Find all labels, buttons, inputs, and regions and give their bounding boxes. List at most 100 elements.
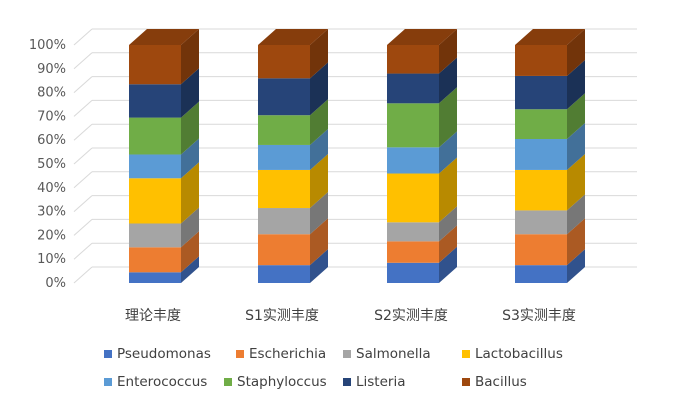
gridline-diagonal xyxy=(73,266,93,284)
legend-swatch xyxy=(104,378,112,386)
bar-stack xyxy=(258,29,328,283)
legend-swatch xyxy=(462,378,470,386)
bar-top xyxy=(515,29,585,45)
legend-row-1: Pseudomonas Escherichia Salmonella Lactobac… xyxy=(0,346,678,366)
bar-segment-side xyxy=(439,131,457,174)
legend-item-staphyloccus: Staphyloccus xyxy=(224,374,327,390)
bar-segment-side xyxy=(567,153,585,211)
bar-segment-enterococcus xyxy=(258,144,310,170)
y-tick-label: 90% xyxy=(37,62,66,77)
bar-segment-side xyxy=(181,256,199,283)
bar-segment-escherichia xyxy=(387,241,439,263)
bar-segment-pseudomonas xyxy=(129,272,181,283)
gridline-diagonal xyxy=(73,219,93,236)
legend-item-lactobacillus: Lactobacillus xyxy=(462,346,563,362)
bar-top xyxy=(258,29,328,45)
bar-segment-side xyxy=(310,62,328,116)
bar-segment-enterococcus xyxy=(129,154,181,179)
bars xyxy=(129,29,585,283)
legend-label: Lactobacillus xyxy=(475,346,563,362)
bar-segment-salmonella xyxy=(387,222,439,242)
bar-segment-side xyxy=(310,249,328,283)
bar-segment-side xyxy=(181,138,199,179)
legend-item-listeria: Listeria xyxy=(343,374,405,390)
bar-segment-side xyxy=(310,192,328,235)
y-axis-tick-labels: 0% 10% 20% 30% 40% 50% 60% 70% 80% 90% 100% xyxy=(29,38,66,291)
bar-segment-bacillus xyxy=(258,45,310,79)
gridline-diagonal xyxy=(73,28,93,46)
legend-swatch xyxy=(343,350,351,358)
bar-segment-side xyxy=(181,68,199,118)
legend-label: Pseudomonas xyxy=(117,346,211,362)
bar-segment-side xyxy=(439,87,457,148)
y-tick-label: 30% xyxy=(37,205,66,220)
legend-swatch xyxy=(462,350,470,358)
legend-label: Salmonella xyxy=(356,346,431,362)
bar-segment-side xyxy=(310,218,328,266)
bar-segment-side xyxy=(439,225,457,263)
bar-segment-listeria xyxy=(258,78,310,116)
y-tick-label: 0% xyxy=(45,276,66,291)
bar-segment-escherichia xyxy=(258,234,310,266)
bar-segment-side xyxy=(567,59,585,110)
bar-segment-side xyxy=(181,29,199,85)
gridline-diagonal xyxy=(73,195,93,212)
y-tick-label: 40% xyxy=(37,181,66,196)
bar-segment-escherichia xyxy=(515,234,567,266)
bar-segment-pseudomonas xyxy=(387,262,439,283)
bar-segment-side xyxy=(567,249,585,283)
bar-segment-listeria xyxy=(387,73,439,104)
bar-segment-bacillus xyxy=(387,45,439,74)
bar-segment-side xyxy=(310,99,328,145)
bar-segment-side xyxy=(439,57,457,104)
bar-segment-side xyxy=(567,218,585,266)
y-tick-label: 100% xyxy=(29,38,66,53)
bar-segment-enterococcus xyxy=(515,139,567,170)
bar-top xyxy=(129,29,199,45)
bar-segment-side xyxy=(310,128,328,170)
bar-segment-bacillus xyxy=(515,45,567,76)
bar-segment-escherichia xyxy=(129,247,181,273)
bar-segment-salmonella xyxy=(129,223,181,248)
bar-segment-lactobacillus xyxy=(515,169,567,211)
x-category-label: S2实测丰度 xyxy=(374,308,448,324)
legend-label: Listeria xyxy=(356,374,406,390)
legend-swatch xyxy=(224,378,232,386)
bar-segment-listeria xyxy=(129,84,181,118)
legend-item-pseudomonas: Pseudomonas xyxy=(104,346,211,362)
legend-label: Escherichia xyxy=(249,346,327,362)
gridline-diagonal xyxy=(73,100,93,117)
bar-top xyxy=(387,29,457,45)
bar-segment-staphyloccus xyxy=(515,109,567,140)
legend-swatch xyxy=(104,350,112,358)
legend-label: Bacillus xyxy=(475,374,527,390)
bar-segment-side xyxy=(567,29,585,76)
bar-segment-side xyxy=(181,231,199,273)
bar-segment-side xyxy=(439,246,457,283)
bar-segment-side xyxy=(181,207,199,248)
bar-segment-salmonella xyxy=(515,210,567,235)
bar-segment-staphyloccus xyxy=(129,117,181,155)
bar-segment-side xyxy=(439,157,457,223)
legend-item-bacillus: Bacillus xyxy=(462,374,527,390)
legend-swatch xyxy=(236,350,244,358)
legend-label: Enterococcus xyxy=(117,374,208,390)
y-tick-label: 80% xyxy=(37,86,66,101)
y-tick-label: 20% xyxy=(37,228,66,243)
bar-segment-lactobacillus xyxy=(387,173,439,223)
gridline-diagonal xyxy=(73,242,93,260)
x-category-label: 理论丰度 xyxy=(125,308,181,324)
gridline-diagonal xyxy=(73,76,93,93)
gridline-diagonal xyxy=(73,147,93,165)
gridline-diagonal xyxy=(73,52,93,70)
bar-segment-lactobacillus xyxy=(129,178,181,224)
bar-segment-pseudomonas xyxy=(258,265,310,283)
bar-segment-side xyxy=(181,162,199,224)
bar-segment-staphyloccus xyxy=(387,103,439,148)
bar-segment-side xyxy=(310,29,328,79)
bar-segment-listeria xyxy=(515,75,567,110)
bar-segment-side xyxy=(439,29,457,74)
legend-label: Staphyloccus xyxy=(237,374,327,390)
y-tick-label: 10% xyxy=(37,252,66,267)
bar-segment-side xyxy=(567,123,585,170)
